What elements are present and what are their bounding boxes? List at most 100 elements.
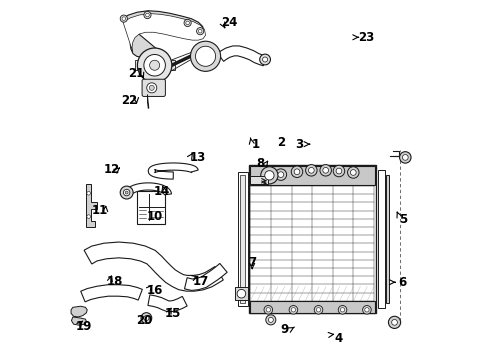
Circle shape [341, 308, 344, 312]
Circle shape [120, 15, 127, 22]
Circle shape [402, 154, 408, 160]
Text: 24: 24 [220, 17, 237, 30]
Text: 16: 16 [147, 284, 163, 297]
Bar [250, 166, 375, 185]
Circle shape [87, 192, 91, 195]
Bar [240, 175, 245, 303]
Circle shape [147, 83, 157, 93]
Circle shape [389, 316, 401, 328]
Circle shape [122, 17, 125, 21]
Text: 7: 7 [248, 256, 256, 269]
Circle shape [196, 46, 216, 66]
Circle shape [137, 48, 172, 82]
Circle shape [350, 170, 356, 175]
Circle shape [333, 165, 344, 177]
Circle shape [278, 172, 284, 177]
Circle shape [87, 215, 91, 219]
Text: 14: 14 [153, 185, 170, 198]
Text: 20: 20 [136, 314, 152, 327]
Text: 19: 19 [76, 320, 93, 333]
Circle shape [120, 186, 133, 199]
Bar [238, 172, 248, 306]
Circle shape [264, 306, 272, 314]
Text: 5: 5 [399, 213, 407, 226]
Text: 1: 1 [252, 138, 260, 151]
Polygon shape [72, 317, 87, 325]
Circle shape [123, 189, 130, 196]
Circle shape [363, 306, 371, 314]
Circle shape [392, 319, 397, 325]
Circle shape [260, 54, 270, 65]
Circle shape [365, 308, 369, 312]
Text: 4: 4 [334, 332, 343, 345]
Circle shape [237, 289, 245, 298]
Circle shape [314, 306, 323, 314]
Text: 2: 2 [277, 136, 285, 149]
Text: 9: 9 [280, 323, 289, 336]
Bar [250, 301, 375, 313]
Circle shape [149, 60, 160, 70]
Circle shape [263, 57, 268, 62]
Circle shape [275, 169, 287, 180]
Circle shape [125, 191, 128, 194]
Polygon shape [84, 242, 223, 291]
FancyBboxPatch shape [142, 79, 166, 96]
Text: 17: 17 [193, 275, 209, 288]
Text: 8: 8 [256, 157, 264, 170]
Bar [378, 170, 385, 308]
Circle shape [186, 21, 190, 25]
Circle shape [338, 306, 347, 314]
Circle shape [317, 308, 320, 312]
Bar [386, 175, 389, 303]
Bar [248, 165, 376, 314]
Text: 11: 11 [92, 204, 108, 217]
Polygon shape [125, 183, 172, 195]
Circle shape [191, 41, 220, 71]
Circle shape [309, 167, 314, 173]
Circle shape [291, 308, 295, 312]
Circle shape [336, 168, 342, 174]
Polygon shape [123, 14, 205, 52]
Text: 15: 15 [165, 307, 181, 320]
Circle shape [261, 167, 278, 184]
Polygon shape [87, 184, 97, 227]
Bar [235, 287, 248, 300]
Text: 10: 10 [147, 210, 163, 223]
Circle shape [196, 28, 204, 35]
Circle shape [266, 315, 276, 325]
Circle shape [141, 313, 152, 323]
Circle shape [399, 152, 411, 163]
Bar [135, 60, 175, 70]
Circle shape [144, 12, 151, 19]
Circle shape [323, 167, 329, 173]
Text: 22: 22 [122, 94, 138, 107]
Polygon shape [148, 163, 198, 179]
Polygon shape [122, 11, 204, 57]
Circle shape [184, 19, 191, 27]
Circle shape [144, 316, 149, 320]
Polygon shape [218, 46, 266, 66]
Circle shape [198, 30, 202, 33]
Polygon shape [81, 285, 143, 302]
Circle shape [320, 165, 331, 176]
Polygon shape [185, 264, 227, 291]
Text: 12: 12 [103, 163, 120, 176]
Circle shape [291, 166, 303, 177]
Circle shape [265, 171, 274, 180]
Circle shape [149, 85, 154, 90]
Circle shape [266, 308, 270, 312]
Polygon shape [71, 306, 87, 317]
Circle shape [144, 54, 166, 76]
Circle shape [294, 169, 300, 175]
Circle shape [146, 13, 149, 17]
Bar [137, 191, 166, 224]
Polygon shape [148, 295, 187, 312]
Polygon shape [147, 95, 149, 108]
Text: 13: 13 [190, 151, 206, 164]
Text: 21: 21 [128, 67, 145, 80]
Text: 3: 3 [294, 138, 303, 150]
Text: 18: 18 [107, 275, 123, 288]
Circle shape [289, 306, 298, 314]
Circle shape [347, 167, 359, 178]
Text: 23: 23 [358, 31, 374, 44]
